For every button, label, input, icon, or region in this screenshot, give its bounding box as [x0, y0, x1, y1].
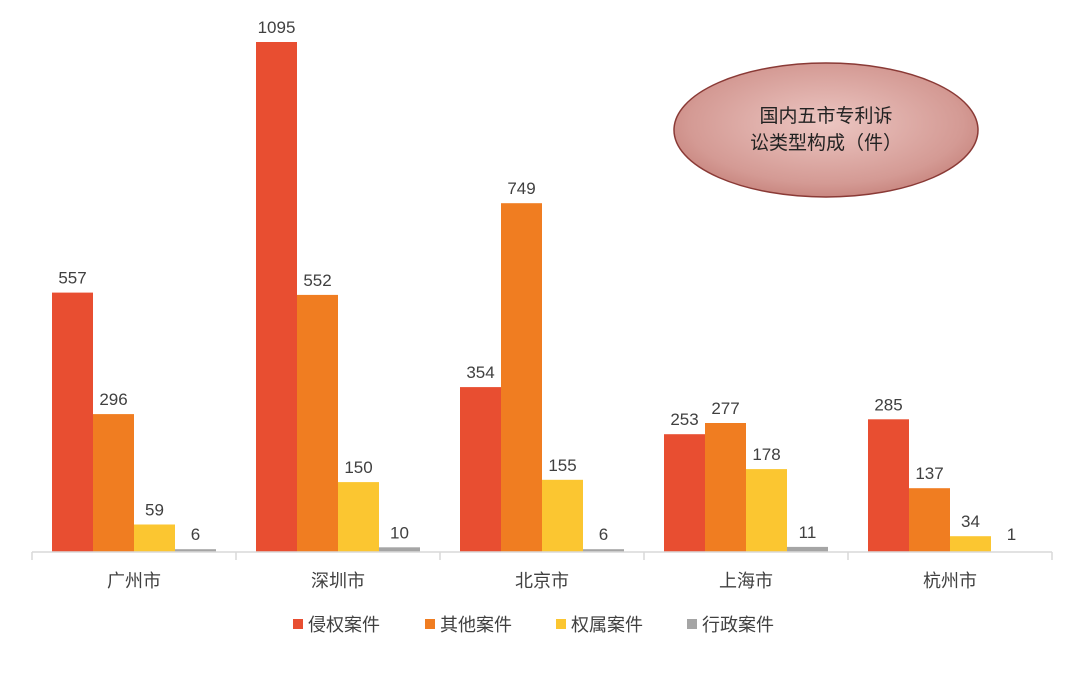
- data-label-上海市-侵权案件: 253: [670, 410, 698, 429]
- data-label-上海市-其他案件: 277: [711, 399, 739, 418]
- data-label-广州市-侵权案件: 557: [58, 269, 86, 288]
- legend: 侵权案件 其他案件 权属案件 行政案件: [293, 615, 774, 636]
- legend-swatch-侵权案件: [293, 619, 303, 629]
- data-label-广州市-其他案件: 296: [99, 390, 127, 409]
- bar-上海市-其他案件: [705, 423, 746, 552]
- bar-广州市-侵权案件: [52, 292, 93, 552]
- data-label-杭州市-侵权案件: 285: [874, 395, 902, 414]
- data-label-北京市-行政案件: 6: [599, 525, 608, 544]
- data-label-深圳市-其他案件: 552: [303, 271, 331, 290]
- data-label-杭州市-其他案件: 137: [915, 464, 943, 483]
- x-axis-ticks: [31, 552, 1053, 560]
- bar-深圳市-权属案件: [338, 482, 379, 552]
- data-label-杭州市-行政案件: 1: [1007, 525, 1016, 544]
- x-tick-label-北京市: 北京市: [515, 571, 569, 592]
- annotation-bubble: [673, 62, 979, 198]
- x-axis-tick-labels: 广州市 深圳市 北京市 上海市 杭州市: [107, 571, 977, 592]
- data-label-北京市-其他案件: 749: [507, 179, 535, 198]
- legend-label-行政案件: 行政案件: [702, 615, 774, 636]
- legend-swatch-权属案件: [556, 619, 566, 629]
- value-labels-layer: 557 296 59 6 1095 552 150 10 354 749 155 6 253 277 178…: [58, 18, 1016, 544]
- bars-layer: [52, 42, 1032, 552]
- x-tick-label-广州市: 广州市: [107, 571, 161, 592]
- legend-label-侵权案件: 侵权案件: [308, 615, 380, 636]
- data-label-广州市-权属案件: 59: [145, 501, 164, 520]
- bar-广州市-其他案件: [93, 414, 134, 552]
- bar-北京市-侵权案件: [460, 387, 501, 552]
- chart-annotation: 国内五市专利诉 讼类型构成（件）: [673, 62, 979, 198]
- legend-label-权属案件: 权属案件: [571, 615, 643, 636]
- x-tick-label-深圳市: 深圳市: [311, 571, 365, 592]
- legend-swatch-其他案件: [425, 619, 435, 629]
- data-label-上海市-行政案件: 11: [799, 523, 817, 542]
- bar-杭州市-其他案件: [909, 488, 950, 552]
- data-label-上海市-权属案件: 178: [752, 445, 780, 464]
- x-tick-label-杭州市: 杭州市: [923, 571, 977, 592]
- bar-广州市-行政案件: [175, 549, 216, 552]
- data-label-杭州市-权属案件: 34: [961, 512, 980, 531]
- bar-北京市-其他案件: [501, 203, 542, 552]
- bar-杭州市-侵权案件: [868, 419, 909, 552]
- bar-深圳市-其他案件: [297, 294, 338, 552]
- bar-上海市-行政案件: [787, 546, 828, 552]
- data-label-北京市-权属案件: 155: [548, 456, 576, 475]
- legend-swatch-行政案件: [687, 619, 697, 629]
- bar-北京市-行政案件: [583, 549, 624, 552]
- bar-北京市-权属案件: [542, 479, 583, 552]
- data-label-广州市-行政案件: 6: [191, 525, 200, 544]
- annotation-line-2: 讼类型构成（件）: [750, 132, 902, 154]
- data-label-深圳市-权属案件: 150: [344, 458, 372, 477]
- bar-深圳市-侵权案件: [256, 42, 297, 552]
- data-label-深圳市-行政案件: 10: [390, 523, 409, 542]
- legend-label-其他案件: 其他案件: [440, 615, 512, 636]
- annotation-line-1: 国内五市专利诉: [759, 105, 892, 127]
- bar-广州市-权属案件: [134, 524, 175, 552]
- bar-杭州市-权属案件: [950, 536, 991, 552]
- bar-上海市-权属案件: [746, 469, 787, 552]
- x-tick-label-上海市: 上海市: [719, 571, 773, 592]
- bar-上海市-侵权案件: [664, 434, 705, 552]
- data-label-深圳市-侵权案件: 1095: [258, 18, 296, 37]
- bar-深圳市-行政案件: [379, 547, 420, 552]
- data-label-北京市-侵权案件: 354: [466, 363, 494, 382]
